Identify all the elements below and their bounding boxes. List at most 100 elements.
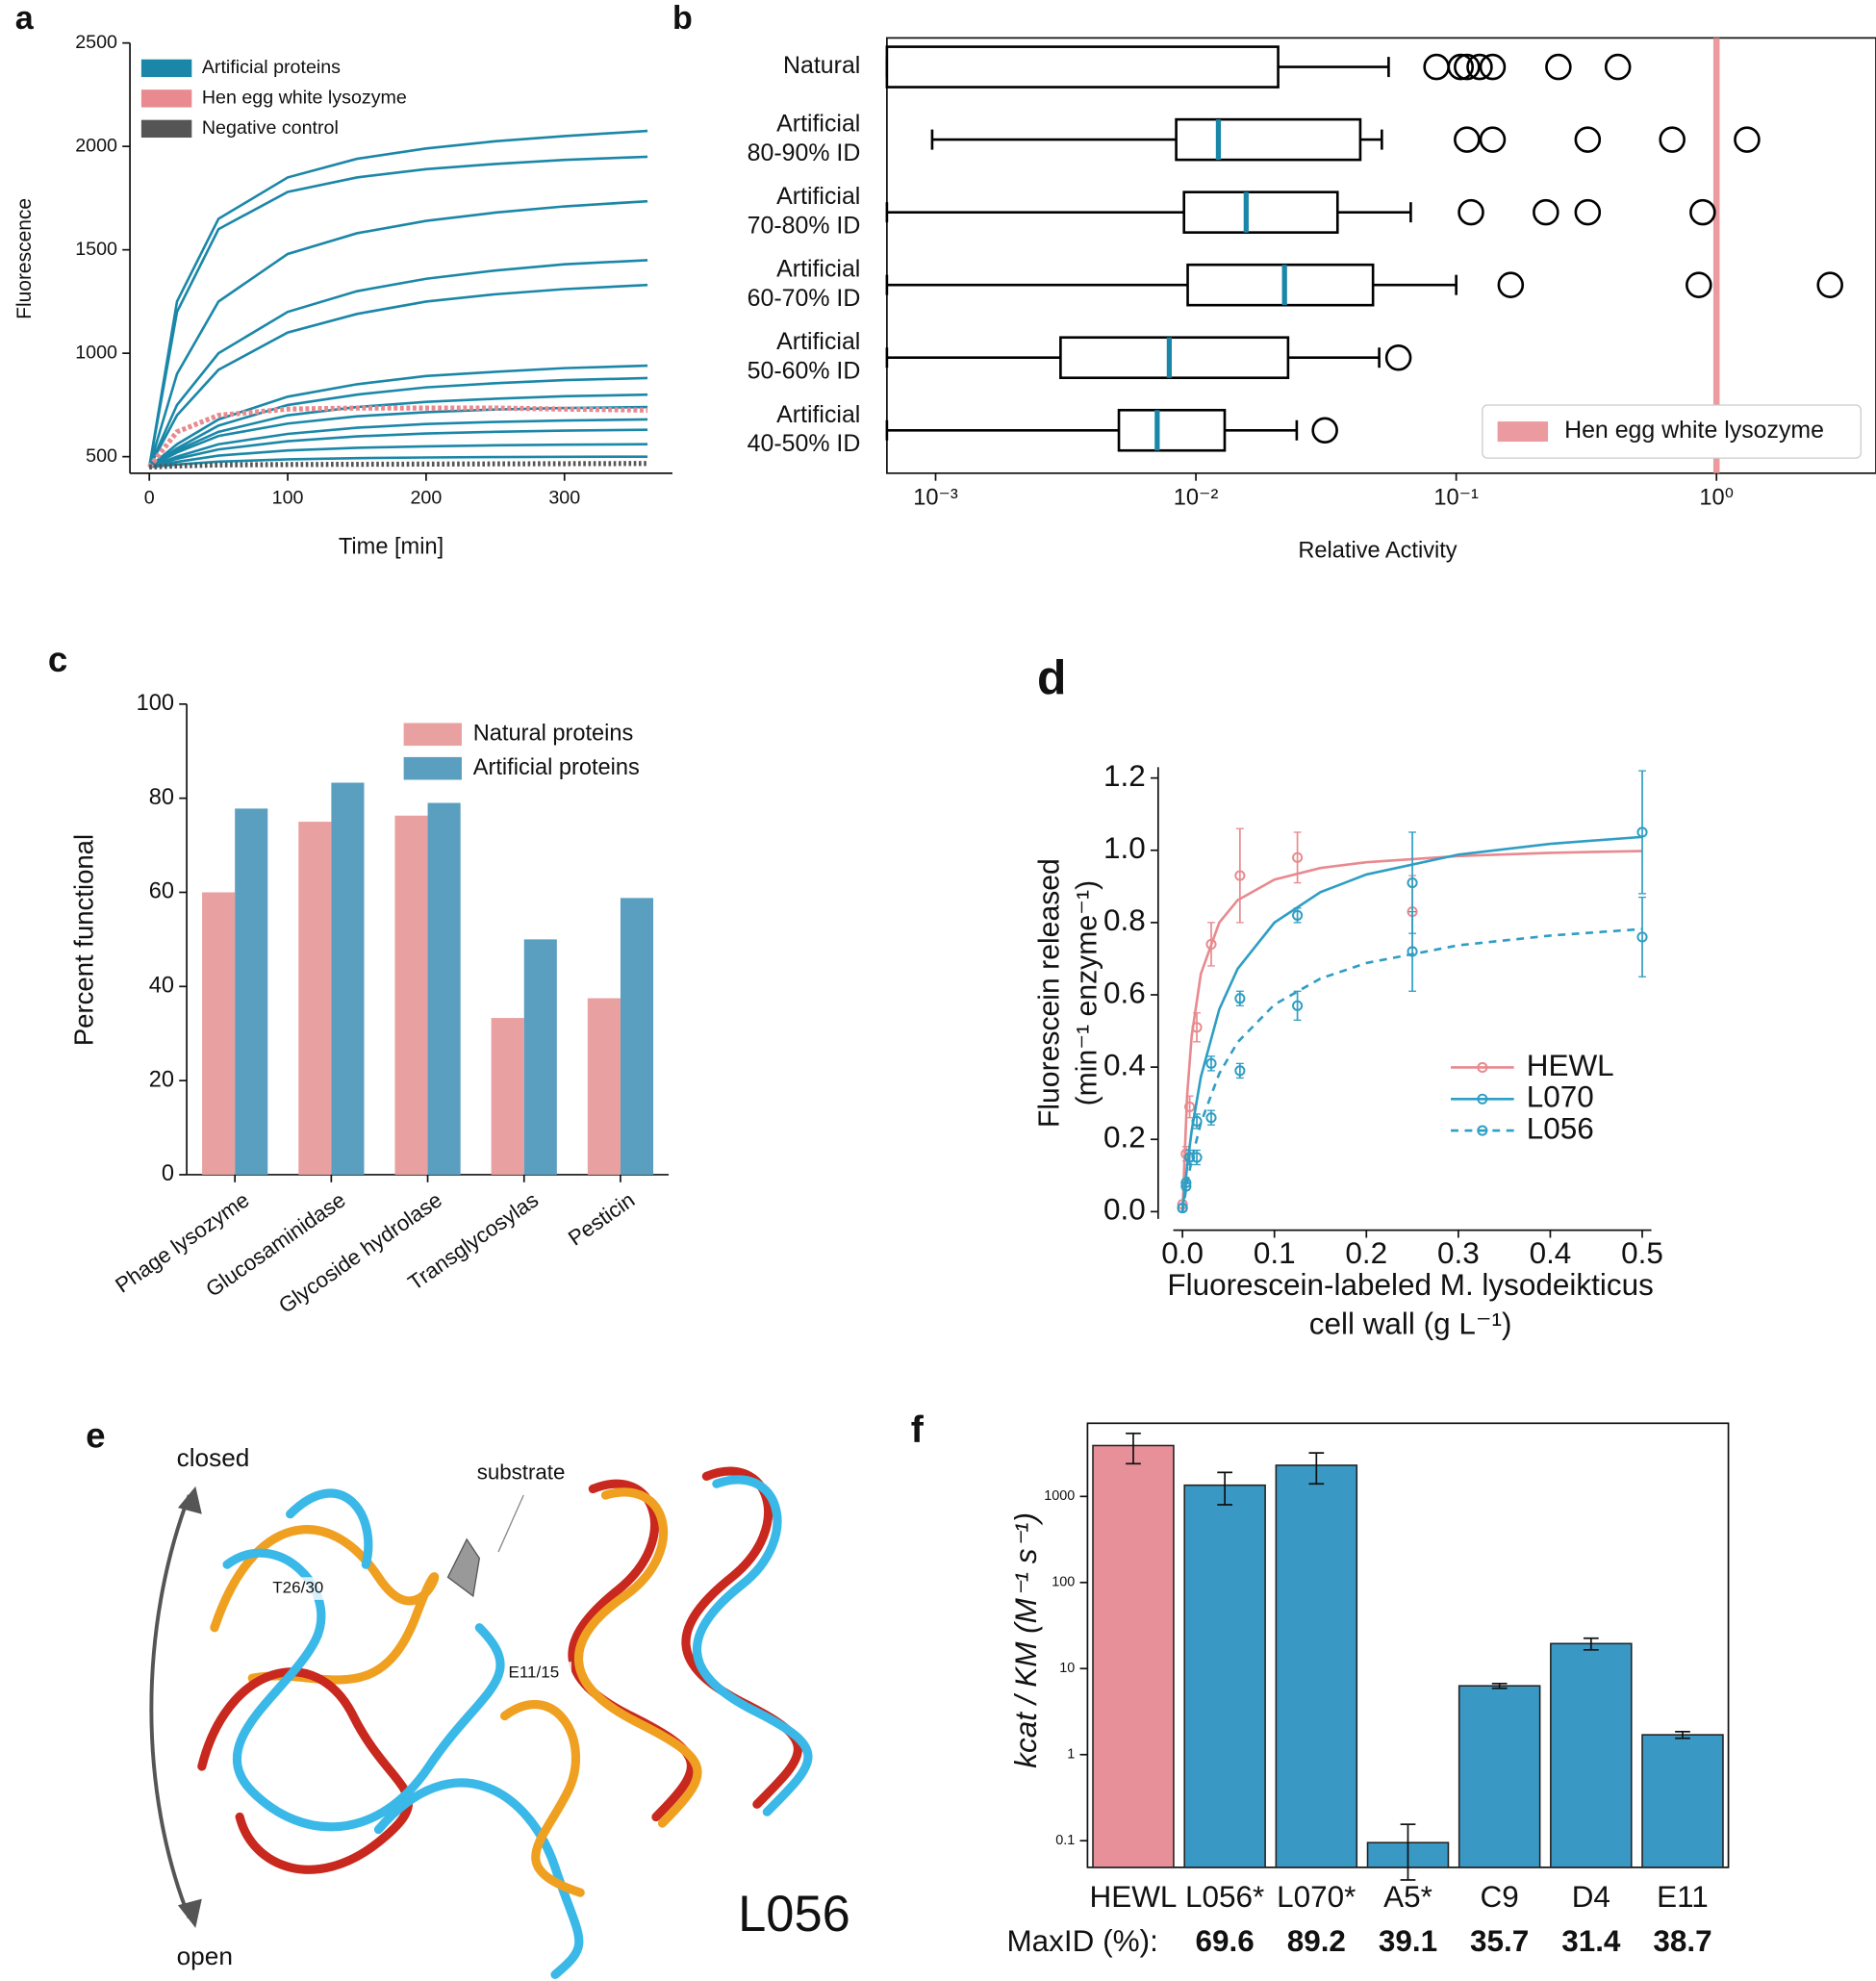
ribbon <box>692 1475 813 1816</box>
bar <box>298 822 332 1175</box>
x-axis-label: Time [min] <box>339 534 444 559</box>
bar <box>394 815 428 1175</box>
x-tick-label: 0.2 <box>1345 1236 1387 1270</box>
x-tick-label: 100 <box>272 487 304 508</box>
y-tick-label: Natural <box>783 52 860 79</box>
panel-label: a <box>15 0 35 37</box>
bar <box>1092 1444 1175 1868</box>
series-line <box>147 405 648 470</box>
outlier <box>1384 343 1412 371</box>
data-point <box>1292 1000 1304 1011</box>
box <box>885 45 1280 89</box>
legend-label: Hen egg white lysozyme <box>1564 417 1824 444</box>
outlier <box>1479 126 1507 153</box>
legend-frame <box>1482 404 1862 459</box>
x-axis-label: cell wall (g L⁻¹) <box>1309 1308 1512 1341</box>
pointer <box>497 1494 524 1553</box>
y-tick-label: 0.6 <box>1103 976 1146 1009</box>
plot-frame <box>1086 1422 1730 1868</box>
outlier <box>1533 198 1559 226</box>
x-tick-label: E11 <box>1657 1880 1709 1914</box>
data-point <box>1407 876 1418 889</box>
series-line <box>148 283 648 469</box>
series-line <box>147 155 648 468</box>
y-tick-label: Artificial <box>776 328 860 355</box>
substrate-molecule <box>446 1537 481 1598</box>
legend-label: Hen egg white lysozyme <box>202 88 407 109</box>
y-tick-label: 2500 <box>75 32 117 53</box>
plot-frame <box>886 37 1876 474</box>
data-point <box>1205 938 1217 950</box>
y-tick-label: 0.0 <box>1103 1193 1146 1227</box>
x-axis-label: Fluorescein-labeled M. lysodeikticus <box>1167 1268 1653 1302</box>
y-axis-label: Fluorescence <box>13 198 36 319</box>
y-tick-label: 40-50% ID <box>748 430 861 457</box>
series-line <box>148 376 648 469</box>
outlier <box>1423 53 1450 81</box>
x-axis-label: Relative Activity <box>1298 538 1457 563</box>
outlier <box>1574 198 1602 226</box>
y-tick-label: Artificial <box>776 256 860 283</box>
legend-label: L056 <box>1527 1111 1594 1145</box>
bar <box>587 998 621 1175</box>
legend-swatch <box>140 119 192 139</box>
y-tick-label: 0.2 <box>1103 1121 1146 1155</box>
bar <box>1641 1734 1724 1868</box>
bar <box>1550 1642 1633 1868</box>
outlier <box>1311 417 1338 444</box>
data-point <box>1292 909 1304 921</box>
maxid-value: 89.2 <box>1287 1924 1346 1958</box>
y-tick-label: Artificial <box>776 401 860 428</box>
legend-label: HEWL <box>1527 1049 1614 1082</box>
x-tick-label: 10⁻¹ <box>1433 485 1479 510</box>
y-axis-label: Fluorescein released <box>1033 858 1065 1128</box>
y-tick-label: Artificial <box>776 111 860 138</box>
x-tick-label: L070* <box>1277 1880 1356 1914</box>
data-point <box>1184 1101 1196 1113</box>
outlier <box>1816 271 1843 298</box>
x-tick-label: 0.3 <box>1437 1236 1480 1270</box>
maxid-value: 69.6 <box>1196 1924 1255 1958</box>
y-tick-label: 1.2 <box>1103 759 1146 793</box>
y-tick-label: 100 <box>1052 1575 1075 1590</box>
box <box>1059 336 1290 380</box>
y-tick-label: 1000 <box>75 342 117 363</box>
series-line <box>149 461 648 470</box>
outlier <box>1479 53 1507 81</box>
series-line <box>148 364 648 469</box>
legend-swatch <box>403 756 462 780</box>
ribbon <box>210 1525 440 1685</box>
structure-label: T26/30 <box>272 1579 323 1597</box>
data-point <box>1180 1181 1192 1192</box>
y-tick-label: 1000 <box>1044 1488 1075 1504</box>
bar <box>1275 1464 1358 1868</box>
x-tick-label: 200 <box>411 487 443 508</box>
legend-label: Negative control <box>202 117 339 139</box>
outlier <box>1574 126 1602 153</box>
outlier <box>1734 126 1761 153</box>
y-tick-label: 60-70% ID <box>748 285 861 312</box>
outlier <box>1545 53 1572 81</box>
series-line <box>147 199 648 468</box>
ribbon <box>373 1778 584 1979</box>
x-tick-label: HEWL <box>1090 1880 1178 1914</box>
bar <box>331 782 365 1175</box>
x-tick-label: L056* <box>1185 1880 1264 1914</box>
y-axis-label: kcat / KM (M⁻¹ s⁻¹) <box>1009 1512 1043 1768</box>
data-point <box>1191 1115 1203 1128</box>
legend-swatch <box>403 723 462 747</box>
bar <box>1458 1685 1541 1868</box>
data-point <box>1205 1112 1217 1124</box>
y-tick-label: 0 <box>162 1161 174 1186</box>
x-tick-label: 10⁻³ <box>913 485 958 510</box>
legend-marker <box>1477 1093 1488 1105</box>
panel-label: e <box>86 1416 105 1456</box>
series-line <box>147 129 648 468</box>
outlier <box>1689 198 1716 226</box>
y-tick-label: 80 <box>149 785 174 810</box>
maxid-value: 35.7 <box>1470 1924 1529 1958</box>
legend-swatch <box>140 59 192 78</box>
bar <box>202 892 236 1175</box>
